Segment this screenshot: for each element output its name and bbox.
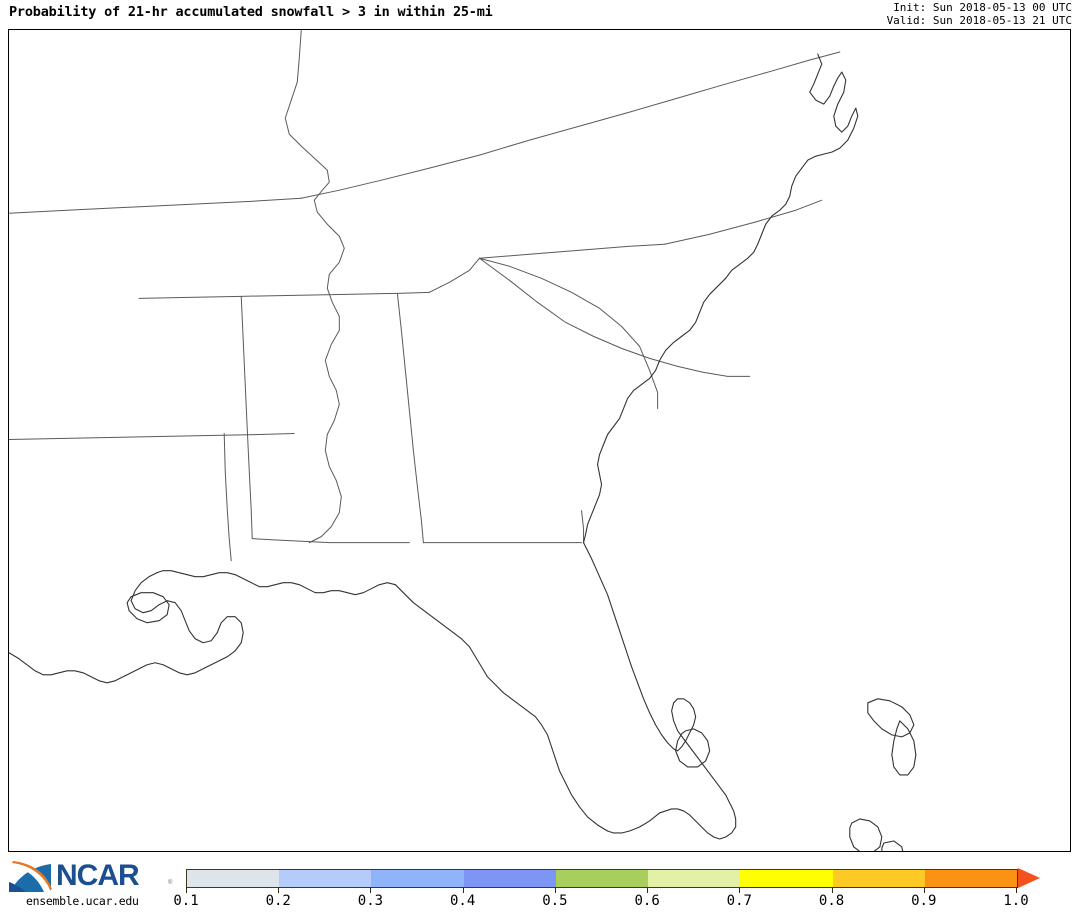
colorbar-extend-arrow-icon (1018, 868, 1040, 888)
coast-carolinas (582, 277, 727, 544)
coast-chesapeake (725, 53, 859, 279)
colorbar-segment (832, 870, 925, 887)
lake-okeechobee (675, 728, 711, 768)
boundary-nc-sc (478, 257, 751, 377)
init-time-label: Init: Sun 2018-05-13 00 UTC (893, 1, 1072, 14)
colorbar-tick-label: 0.4 (450, 893, 476, 909)
coast-lake-pontchartrain (126, 592, 170, 624)
boundary-fl-east (581, 510, 585, 544)
colorbar-tick (739, 887, 741, 893)
map-panel[interactable] (8, 29, 1071, 852)
registered-trademark-icon: ® (168, 880, 173, 886)
colorbar-segment (555, 870, 649, 887)
colorbar-segment (740, 870, 833, 887)
site-url-label: ensemble.ucar.edu (26, 894, 139, 908)
boundary-la-ms (223, 432, 232, 562)
colorbar-tick-label: 0.2 (265, 893, 291, 909)
colorbar-tick (647, 887, 649, 893)
colorbar-tick-label: 0.6 (634, 893, 660, 909)
colorbar-tick (831, 887, 833, 893)
colorbar-tick-label: 0.5 (542, 893, 568, 909)
ncar-logo-mark (9, 860, 52, 892)
map-canvas (9, 30, 917, 851)
plot-header: Probability of 21-hr accumulated snowfal… (0, 0, 1080, 29)
island-andros (891, 720, 917, 776)
coastlines (9, 53, 917, 851)
island-grand-bahama (867, 698, 915, 738)
probability-colorbar[interactable]: 0.1 0.2 0.3 0.4 0.5 0.6 0.7 0.8 0.9 1.0 (173, 866, 1070, 912)
boundary-ar-la (9, 432, 295, 440)
boundary-ky-va (300, 51, 841, 199)
boundary-fl-al-panhandle (251, 538, 410, 544)
colorbar-segment (279, 870, 372, 887)
boundary-al-ms (240, 295, 253, 540)
colorbar-tick (370, 887, 372, 893)
colorbar-segment (924, 870, 1017, 887)
boundary-ms-tn (138, 291, 430, 299)
colorbar-tick-label: 1.0 (1003, 893, 1029, 909)
colorbar-tick (186, 887, 187, 893)
colorbar-tick (278, 887, 280, 893)
colorbar-tick-label: 0.3 (357, 893, 384, 909)
colorbar-segment (648, 870, 741, 887)
colorbar-segment (187, 870, 280, 887)
colorbar-tick-label: 0.9 (911, 893, 937, 909)
colorbar-segment (463, 870, 556, 887)
boundary-va-nc (664, 199, 823, 245)
valid-time-label: Valid: Sun 2018-05-13 21 UTC (886, 14, 1072, 27)
colorbar-tick-label: 0.7 (726, 893, 752, 909)
coast-florida-keys (607, 812, 661, 834)
colorbar-tick (923, 887, 925, 893)
colorbar-gradient (186, 869, 1018, 888)
island-bimini (849, 818, 883, 851)
colorbar-tick (1016, 887, 1017, 893)
colorbar-tick (462, 887, 464, 893)
forecast-time-info: Init: Sun 2018-05-13 00 UTC Valid: Sun 2… (887, 1, 1072, 27)
colorbar-tick-label: 0.8 (818, 893, 845, 909)
boundary-nc-va (478, 243, 666, 259)
state-boundaries (9, 30, 841, 562)
colorbar-segment (371, 870, 464, 887)
boundary-tn-nc-ridge (428, 257, 480, 293)
coast-florida-east (582, 542, 737, 840)
boundary-ga-al (396, 292, 424, 544)
boundary-mississippi-river (284, 30, 345, 544)
ncar-logo-text: NCAR (56, 859, 140, 892)
coast-florida-west (394, 584, 609, 832)
coast-big-bend (156, 570, 396, 596)
colorbar-tick-label: 0.1 (173, 893, 199, 909)
island-small-cay (881, 840, 904, 851)
boundary-tn-ky (9, 197, 302, 214)
colorbar-tick (554, 887, 556, 893)
boundary-sc-ga (478, 257, 659, 409)
coast-louisiana (9, 572, 244, 684)
ncar-logo[interactable]: NCAR ® ensemble.ucar.edu (6, 858, 176, 910)
page-title: Probability of 21-hr accumulated snowfal… (9, 4, 493, 20)
